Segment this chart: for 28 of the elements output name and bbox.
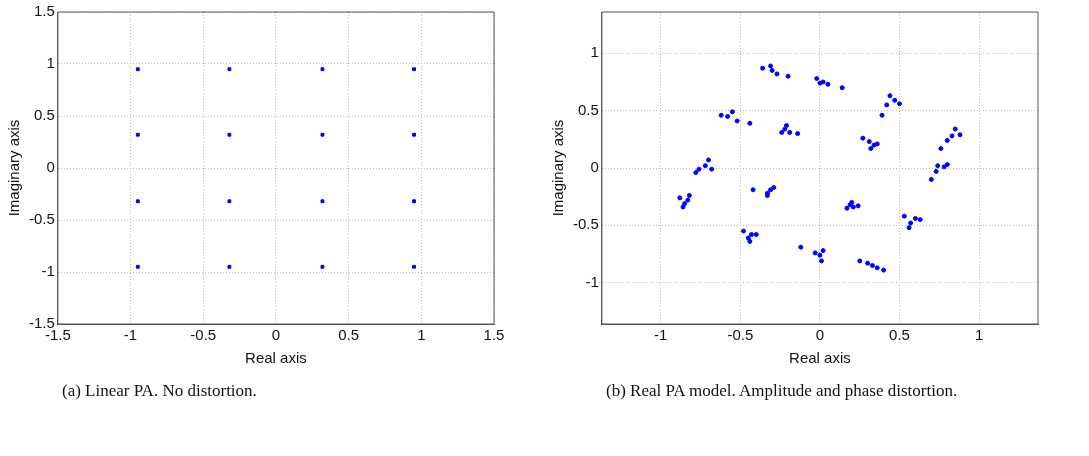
- x-tick-label: -1: [654, 326, 668, 344]
- y-tick-label: 1: [590, 43, 599, 61]
- x-tick-label: 0: [815, 326, 825, 344]
- y-tick-label: 0.5: [33, 106, 55, 124]
- x-tick-label: 1: [417, 326, 426, 344]
- x-tick-label: 0: [271, 326, 281, 344]
- y-axis-title: Imaginary axis: [549, 119, 567, 217]
- y-tick-label: 1.5: [33, 2, 55, 20]
- y-tick-label: 0: [46, 158, 55, 176]
- x-tick-label: 1: [974, 326, 984, 344]
- x-tick-label: -0.5: [190, 326, 217, 344]
- y-tick-label: -1: [41, 262, 55, 280]
- y-tick-label: -1: [585, 272, 599, 290]
- x-tick-label: -1: [123, 326, 138, 344]
- y-tick-label: 1: [46, 54, 55, 72]
- y-tick-label: 0: [590, 158, 599, 176]
- y-tick-label: -0.5: [572, 215, 599, 233]
- x-tick-label: 1.5: [483, 326, 505, 344]
- x-axis-title: Real axis: [245, 349, 307, 367]
- x-axis-title: Real axis: [789, 349, 851, 367]
- x-tick-label: -0.5: [727, 326, 754, 344]
- y-tick-label: 0.5: [577, 100, 599, 118]
- text: (a) Linear PA. No distortion.: [61, 380, 258, 402]
- x-tick-label: 0.5: [338, 326, 360, 344]
- text: (b) Real PA model. Amplitude and phase distortion.: [605, 380, 959, 402]
- y-axis-title: Imaginary axis: [5, 119, 23, 217]
- y-tick-label: -0.5: [28, 210, 55, 228]
- x-tick-label: 0.5: [889, 326, 910, 344]
